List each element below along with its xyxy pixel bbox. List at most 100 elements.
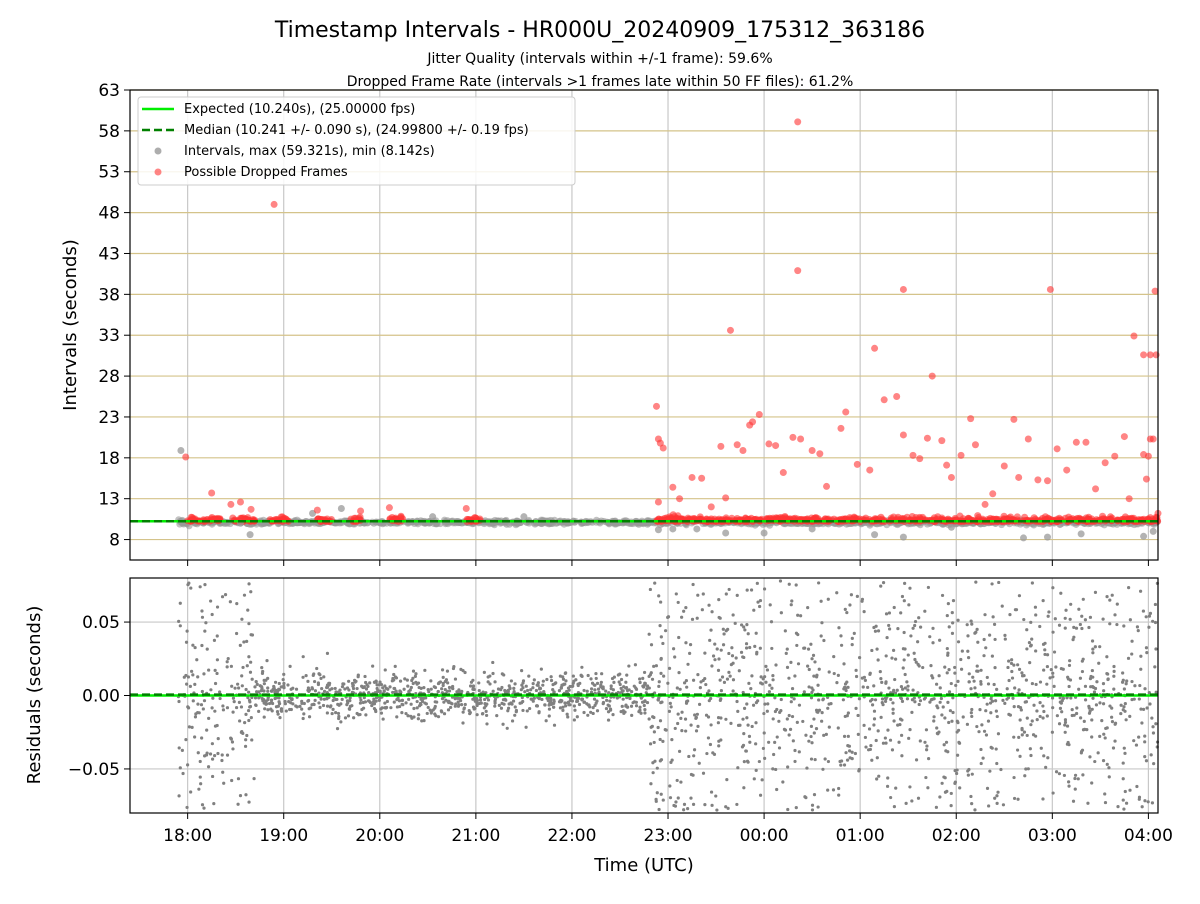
residual-point bbox=[903, 582, 906, 585]
residual-point bbox=[326, 711, 329, 714]
residual-point bbox=[196, 703, 199, 706]
residual-point bbox=[206, 648, 209, 651]
residual-point bbox=[344, 716, 347, 719]
residual-point bbox=[742, 744, 745, 747]
residual-point bbox=[647, 675, 650, 678]
residual-point bbox=[545, 678, 548, 681]
residual-point bbox=[979, 748, 982, 751]
residual-point bbox=[986, 676, 989, 679]
residual-point bbox=[775, 788, 778, 791]
residual-point bbox=[1137, 629, 1140, 632]
dropped-frame-point bbox=[866, 467, 873, 474]
residual-point bbox=[1142, 708, 1145, 711]
residual-point bbox=[1007, 679, 1010, 682]
dropped-frame-point bbox=[780, 469, 787, 476]
residual-point bbox=[372, 702, 375, 705]
dropped-frame-point bbox=[1130, 333, 1137, 340]
residual-point bbox=[1013, 705, 1016, 708]
residual-point bbox=[1079, 677, 1082, 680]
residual-point bbox=[710, 664, 713, 667]
residual-point bbox=[875, 648, 878, 651]
residual-point bbox=[520, 688, 523, 691]
residual-point bbox=[434, 714, 437, 717]
residual-point bbox=[908, 785, 911, 788]
residual-point bbox=[678, 750, 681, 753]
residual-point bbox=[186, 763, 189, 766]
residual-point bbox=[563, 701, 566, 704]
residual-point bbox=[580, 666, 583, 669]
intervals-y-tick-label: 23 bbox=[98, 408, 120, 428]
residual-point bbox=[227, 657, 230, 660]
residual-point bbox=[1072, 800, 1075, 803]
residual-point bbox=[359, 701, 362, 704]
residual-point bbox=[596, 682, 599, 685]
residual-point bbox=[951, 632, 954, 635]
residual-point bbox=[1130, 640, 1133, 643]
residual-point bbox=[375, 700, 378, 703]
residual-point bbox=[590, 687, 593, 690]
residual-point bbox=[1011, 697, 1014, 700]
residual-point bbox=[980, 723, 983, 726]
residual-point bbox=[471, 679, 474, 682]
residual-point bbox=[221, 753, 224, 756]
residual-point bbox=[726, 678, 729, 681]
dropped-frame-point bbox=[357, 514, 364, 521]
residual-point bbox=[331, 708, 334, 711]
residual-point bbox=[684, 718, 687, 721]
residual-point bbox=[997, 732, 1000, 735]
residual-point bbox=[939, 701, 942, 704]
residual-point bbox=[903, 631, 906, 634]
residual-point bbox=[582, 711, 585, 714]
residuals-y-tick-label: 0.00 bbox=[82, 687, 120, 707]
residual-point bbox=[326, 652, 329, 655]
residual-point bbox=[634, 663, 637, 666]
residual-point bbox=[674, 805, 677, 808]
residual-point bbox=[891, 701, 894, 704]
residual-point bbox=[896, 689, 899, 692]
dropped-frame-point bbox=[708, 503, 715, 510]
residual-point bbox=[541, 684, 544, 687]
residual-point bbox=[653, 741, 656, 744]
residual-point bbox=[605, 707, 608, 710]
residual-point bbox=[226, 660, 229, 663]
residual-point bbox=[672, 647, 675, 650]
interval-point bbox=[1044, 534, 1051, 541]
residual-point bbox=[853, 632, 856, 635]
residual-point bbox=[827, 598, 830, 601]
residual-point bbox=[410, 686, 413, 689]
residual-point bbox=[864, 736, 867, 739]
residual-point bbox=[957, 741, 960, 744]
residual-point bbox=[1077, 688, 1080, 691]
residual-point bbox=[820, 720, 823, 723]
residual-point bbox=[573, 704, 576, 707]
residual-point bbox=[923, 610, 926, 613]
dropped-frame-point bbox=[837, 425, 844, 432]
residual-point bbox=[1017, 705, 1020, 708]
residual-point bbox=[1122, 624, 1125, 627]
residual-point bbox=[314, 699, 317, 702]
residual-point bbox=[835, 681, 838, 684]
residual-point bbox=[659, 738, 662, 741]
residual-point bbox=[185, 806, 188, 809]
residual-point bbox=[768, 690, 771, 693]
residual-point bbox=[997, 581, 1000, 584]
residual-point bbox=[742, 732, 745, 735]
residual-point bbox=[933, 697, 936, 700]
residual-point bbox=[1023, 774, 1026, 777]
residual-point bbox=[211, 697, 214, 700]
residual-point bbox=[573, 709, 576, 712]
residual-point bbox=[656, 791, 659, 794]
residual-point bbox=[263, 682, 266, 685]
intervals-y-tick-label: 48 bbox=[98, 204, 120, 224]
residual-point bbox=[612, 681, 615, 684]
residual-point bbox=[607, 710, 610, 713]
residual-point bbox=[983, 730, 986, 733]
residual-point bbox=[512, 687, 515, 690]
residual-point bbox=[488, 674, 491, 677]
residual-point bbox=[575, 700, 578, 703]
residual-point bbox=[1029, 747, 1032, 750]
residual-point bbox=[885, 612, 888, 615]
residual-point bbox=[454, 705, 457, 708]
residual-point bbox=[807, 685, 810, 688]
residual-point bbox=[348, 699, 351, 702]
